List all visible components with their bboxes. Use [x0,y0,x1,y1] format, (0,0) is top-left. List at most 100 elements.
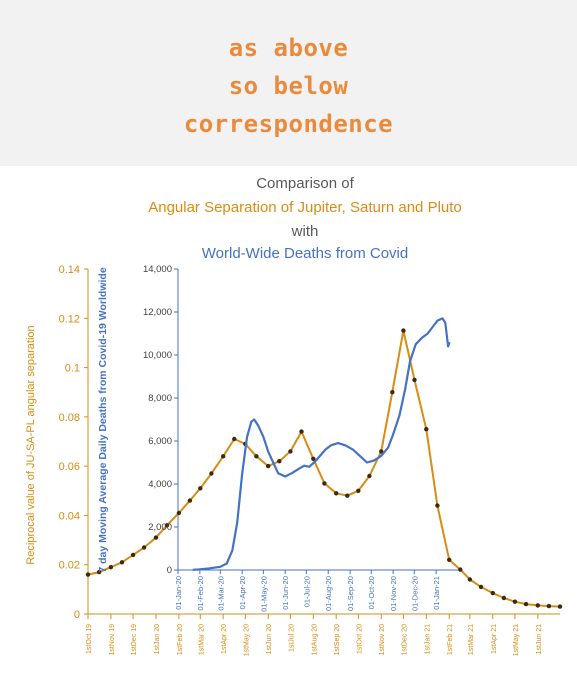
orange-series-point [557,604,563,609]
primary-x-tick-label: 1stNov 20 [379,624,386,656]
orange-series-point [277,459,282,464]
secondary-x-tick-label: 01-Apr-20 [238,576,247,609]
chart-title-line-4: World-Wide Deaths from Covid [201,245,409,262]
orange-series-point [85,572,91,577]
primary-x-tick-label: 1stNov 19 [109,624,116,656]
secondary-y-tick-label: 12,000 [143,307,172,318]
orange-series-point [164,523,170,528]
orange-series-point [108,565,114,570]
orange-series-point [523,601,529,607]
primary-x-tick-label: 1stJun 20 [266,624,273,654]
orange-series-point [232,436,237,442]
secondary-y-axis-title: 7 day Moving Average Daily Deaths from C… [97,267,109,573]
secondary-x-tick-label: 01-Feb-20 [196,576,205,611]
primary-x-tick-label: 1stMay 21 [513,624,520,656]
primary-y-tick-label: 0.02 [59,560,80,572]
secondary-x-tick-label: 01-Jul-20 [302,576,311,607]
orange-series-point [198,486,203,491]
meme-header: as above so below correspondence [0,0,577,166]
secondary-x-tick-label: 01-Jan-20 [174,576,183,610]
orange-series-point [458,567,463,572]
orange-series-point [176,510,182,516]
primary-y-tick-label: 0 [74,609,80,621]
orange-series-point [254,454,259,459]
secondary-x-tick-label: 01-May-20 [259,576,268,612]
orange-series-point [379,449,384,454]
primary-y-tick-label: 0.14 [59,264,80,276]
orange-series-point [512,599,518,604]
orange-series-point [130,552,136,558]
primary-x-tick-label: 1stAug 20 [311,624,318,656]
orange-series-point [141,545,147,550]
primary-y-tick-label: 0.12 [59,313,80,325]
primary-x-tick-label: 1stJan 20 [154,624,161,654]
header-line-2: so below [228,72,349,100]
secondary-x-tick-label: 01-Aug-20 [324,576,333,611]
primary-x-tick-label: 1stMay 20 [243,624,250,656]
primary-x-tick-label: 1stFeb 21 [447,624,454,655]
secondary-y-tick-label: 8,000 [148,393,172,404]
orange-series-point [187,498,193,503]
primary-x-tick-label: 1stJun 21 [536,624,543,654]
primary-y-tick-label: 0.1 [65,363,80,375]
orange-series-point [266,463,271,469]
secondary-x-tick-label: 01-Sep-20 [346,576,355,611]
primary-x-tick-label: 1stSep 20 [334,624,341,656]
chart-title-line-2: Angular Separation of Jupiter, Saturn an… [148,199,462,216]
primary-x-tick-label: 1stJul 20 [288,624,295,652]
orange-series-point [209,471,214,476]
primary-x-tick-label: 1stDec 19 [131,624,138,656]
orange-series-point [424,427,429,432]
primary-x-tick-label: 1stApr 20 [221,624,228,654]
orange-series-point [334,491,339,496]
orange-series-point [435,503,440,508]
primary-x-tick-label: 1stApr 21 [491,624,498,654]
primary-y-tick-label: 0.04 [59,510,80,522]
orange-series-point [356,488,361,493]
orange-series-point [311,456,316,461]
secondary-y-tick-label: 0 [167,565,172,576]
blue-series-line [192,317,451,571]
secondary-y-tick-label: 14,000 [143,264,172,275]
orange-series-point [447,557,452,562]
primary-y-tick-label: 0.08 [59,412,80,424]
orange-series-point [490,590,495,596]
orange-series-point [412,377,417,383]
header-line-3: correspondence [183,110,394,138]
secondary-y-tick-label: 2,000 [148,522,172,533]
primary-x-tick-label: 1stDec 20 [401,624,408,656]
secondary-y-tick-label: 4,000 [148,479,172,490]
primary-x-tick-label: 1stOct 20 [356,624,363,654]
secondary-y-tick-label: 6,000 [148,436,172,447]
primary-x-tick-label: 1stJan 21 [424,624,431,654]
primary-x-tick-label: 1stMar 20 [198,624,205,655]
secondary-x-tick-label: 01-Jan-21 [432,576,441,610]
orange-series-point [501,595,507,601]
orange-series-point [401,328,406,333]
orange-series-point [467,577,473,582]
primary-x-tick-label: 1stOct 19 [86,624,93,654]
orange-series-point [535,603,540,608]
orange-series-point [221,454,226,459]
primary-x-tick-label: 1stFeb 20 [177,624,184,655]
orange-series-point [345,493,350,498]
orange-series-point [299,429,304,434]
secondary-x-tick-label: 01-Oct-20 [367,576,376,609]
orange-series-line [87,329,561,608]
orange-series-point [322,481,327,486]
orange-series-point [288,449,293,454]
orange-series-point [153,535,159,540]
primary-y-tick-label: 0.06 [59,461,80,473]
header-line-1: as above [228,34,349,62]
orange-series-point [96,569,102,575]
primary-y-axis-title: Reciprocal value of JU-SA-PL angular sep… [25,325,37,564]
orange-series-point [478,584,484,590]
secondary-y-tick-label: 10,000 [143,350,172,361]
primary-x-tick-label: 1stMar 21 [468,624,475,655]
secondary-x-tick-label: 01-Dec-20 [410,576,419,611]
orange-series-point [546,603,552,609]
secondary-x-tick-label: 01-Mar-20 [216,576,225,611]
secondary-x-tick-label: 01-Jun-20 [281,576,290,610]
secondary-x-tick-label: 01-Nov-20 [389,576,398,611]
